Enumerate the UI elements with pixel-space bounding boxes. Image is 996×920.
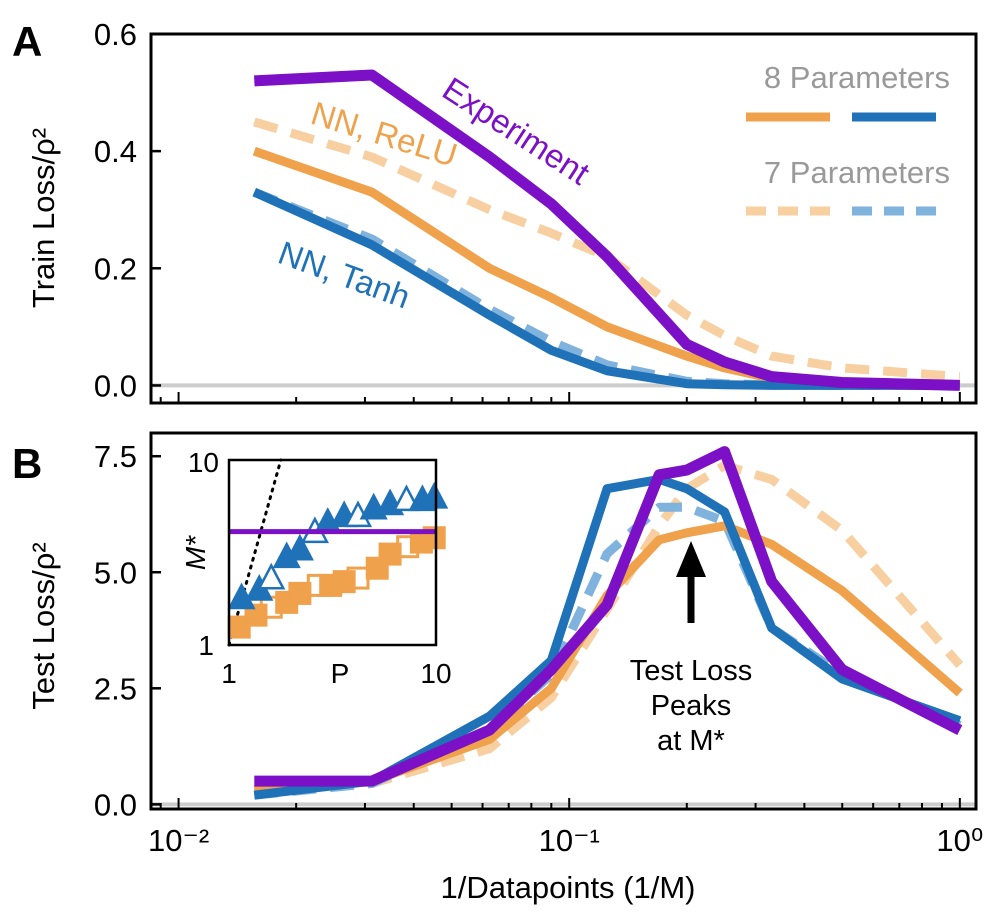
panel-b-xtick-label: 10⁻² [148, 823, 209, 858]
panel-b-ytick-label: 7.5 [94, 439, 137, 474]
panel-b-ticks: 0.0 2.5 5.0 7.5 10⁻² 10⁻¹ 10⁰ [94, 439, 983, 858]
inset-square-marker [378, 542, 402, 566]
inset-xtick-1: 1 [221, 658, 237, 689]
panel-a-ytick-label: 0.2 [94, 251, 137, 286]
panel-b-ytick-label: 5.0 [94, 555, 137, 590]
panel-b-xtick-label: 10⁻¹ [539, 823, 600, 858]
panel-a-series-nn-tanh-8-parameters [252, 187, 960, 390]
panel-b-ylabel: Test Loss/ρ² [26, 542, 61, 710]
legend-title-7: 7 Parameters [764, 155, 950, 190]
inset-xlabel: P [331, 658, 350, 689]
panel-b-xlabel: 1/Datapoints (1/M) [441, 870, 696, 905]
panel-a-series-nn-relu-7-parameters [253, 117, 961, 382]
inset-marks [227, 458, 449, 647]
inset-ytick-1: 1 [198, 630, 214, 661]
annotation-line1: Test Loss [630, 655, 753, 687]
panel-b-curves [253, 446, 964, 800]
panel-a-series-experiment [254, 69, 960, 391]
panel-a-frame [149, 32, 978, 405]
inset-chart: 1 10 P 1 10 M* [180, 447, 452, 689]
peak-annotation: Test Loss Peaks at M* [630, 541, 753, 757]
inset-ylabel: M* [180, 535, 211, 570]
panel-a-letter: A [12, 18, 42, 65]
panel-b-xtick-label: 10⁰ [936, 823, 983, 858]
inset-frame [227, 458, 438, 647]
panel-b-letter: B [12, 440, 42, 487]
panel-a-ytick-label: 0.6 [94, 17, 137, 52]
inset-triangle-marker [257, 562, 286, 590]
panel-b-ytick-label: 0.0 [94, 787, 137, 822]
legend-title-8: 8 Parameters [764, 60, 950, 95]
panel-b-ytick-label: 2.5 [94, 671, 137, 706]
inset-square-marker [288, 581, 312, 605]
panel-a-ytick-label: 0.0 [94, 368, 137, 403]
inset-triangle-marker [420, 481, 449, 509]
annotation-line2: Peaks [651, 690, 732, 722]
peak-arrow-head [676, 541, 706, 577]
label-tanh: NN, Tanh [274, 234, 415, 316]
panel-a-ylabel: Train Loss/ρ² [26, 128, 61, 308]
inset-xtick-10: 10 [420, 658, 451, 689]
panel-b-series-experiment [254, 446, 963, 787]
panel-a: A Train Loss/ρ² 0.00.20.40.6 Experiment … [12, 17, 978, 405]
panel-b: B Test Loss/ρ² 0.0 2.5 5.0 7.5 10⁻² 10⁻¹ 10⁰ 1… [12, 431, 983, 905]
annotation-line3: at M* [657, 725, 725, 757]
legend: 8 Parameters 7 Parameters [746, 60, 950, 216]
panel-a-ytick-label: 0.4 [94, 134, 137, 169]
inset-triangle-marker [285, 533, 314, 561]
panel-a-curves [252, 69, 961, 391]
panel-b-frame [149, 431, 978, 811]
panel-b-series-nn-relu-7-parameters [253, 461, 964, 798]
panel-b-series-nn-relu-8-parameters [253, 521, 963, 795]
inset-diagonal [227, 458, 283, 647]
inset-ytick-10: 10 [188, 447, 219, 478]
